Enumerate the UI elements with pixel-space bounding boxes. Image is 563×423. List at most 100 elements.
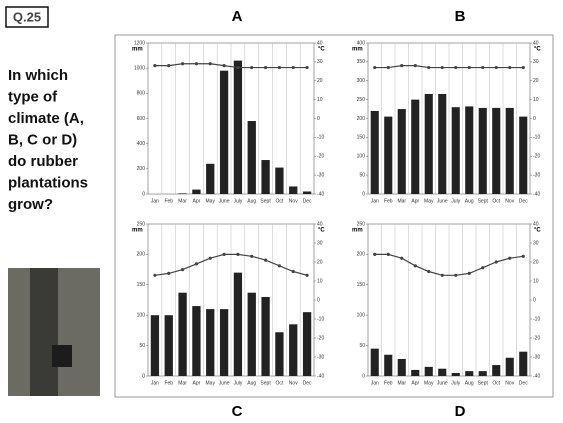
temperature-point bbox=[153, 64, 157, 68]
frame bbox=[114, 34, 554, 398]
x-tick-label: Aug bbox=[465, 198, 474, 204]
x-tick-label: June bbox=[437, 198, 448, 204]
chart-title: D bbox=[455, 403, 466, 420]
y-axis-label: mm bbox=[132, 228, 143, 234]
y-tick-label: 100 bbox=[357, 154, 366, 160]
question-line: In which bbox=[8, 67, 68, 84]
y2-tick-label: 20 bbox=[317, 259, 323, 265]
bar bbox=[451, 372, 460, 376]
bar bbox=[505, 107, 514, 194]
x-tick-label: May bbox=[424, 380, 434, 386]
x-tick-label: Jan bbox=[151, 380, 159, 386]
x-tick-label: Nov bbox=[505, 198, 514, 204]
temperature-point bbox=[454, 65, 458, 70]
temperature-point bbox=[222, 64, 226, 68]
y-axis-label: mm bbox=[132, 47, 143, 53]
bar bbox=[411, 369, 420, 376]
temperature-point bbox=[400, 64, 404, 68]
bar bbox=[411, 99, 420, 194]
bar bbox=[261, 160, 270, 194]
x-tick-label: Oct bbox=[276, 380, 284, 386]
temperature-point bbox=[167, 271, 171, 275]
x-tick-label: June bbox=[219, 198, 230, 204]
temperature-point bbox=[180, 268, 185, 272]
x-tick-label: Feb bbox=[164, 380, 173, 386]
temperature-point bbox=[494, 260, 498, 264]
x-tick-label: July bbox=[451, 198, 460, 204]
y-tick-label: 200 bbox=[137, 166, 146, 172]
photo-tree bbox=[30, 268, 58, 396]
y-tick-label: 0 bbox=[362, 191, 365, 197]
y2-tick-label: 40 bbox=[317, 40, 323, 46]
temperature-point bbox=[305, 65, 309, 70]
y-tick-label: 400 bbox=[137, 141, 146, 147]
x-tick-label: May bbox=[424, 198, 434, 204]
bar bbox=[150, 315, 160, 376]
x-tick-label: Aug bbox=[247, 380, 256, 386]
bar bbox=[465, 106, 474, 194]
bar bbox=[206, 163, 215, 194]
temperature-point bbox=[413, 64, 417, 68]
temperature-point bbox=[400, 256, 404, 260]
temperature-point bbox=[277, 65, 282, 70]
temperature-point bbox=[291, 65, 295, 70]
question-line: climate (A, bbox=[8, 110, 84, 127]
temperature-line bbox=[374, 65, 524, 69]
photo-cup bbox=[52, 345, 72, 367]
y-tick-label: 100 bbox=[357, 313, 366, 319]
temperature-point bbox=[427, 65, 431, 70]
bar bbox=[397, 358, 406, 376]
y-tick-label: 250 bbox=[357, 221, 366, 227]
y2-tick-label: -30 bbox=[317, 172, 324, 178]
x-tick-label: Apr bbox=[411, 198, 419, 204]
temperature-point bbox=[521, 254, 525, 258]
y-tick-label: 350 bbox=[357, 59, 366, 65]
bar bbox=[275, 332, 284, 376]
bar bbox=[206, 309, 215, 376]
bar bbox=[370, 348, 379, 376]
bar bbox=[438, 93, 447, 194]
y2-tick-label: 10 bbox=[317, 278, 323, 284]
temperature-point bbox=[194, 262, 199, 266]
y2-tick-label: 20 bbox=[533, 259, 539, 265]
x-tick-label: Sept bbox=[478, 198, 489, 204]
y2-tick-label: 30 bbox=[317, 240, 323, 246]
y2-tick-label: -20 bbox=[317, 154, 324, 160]
y2-tick-label: -40 bbox=[317, 191, 324, 197]
y-tick-label: 600 bbox=[137, 116, 146, 122]
temperature-point bbox=[454, 273, 458, 277]
y2-tick-label: -30 bbox=[317, 354, 324, 360]
y2-tick-label: -30 bbox=[533, 172, 540, 178]
y2-tick-label: 10 bbox=[533, 278, 539, 284]
temperature-point bbox=[427, 269, 431, 274]
bar bbox=[397, 109, 406, 194]
x-tick-label: Nov bbox=[289, 380, 298, 386]
temperature-point bbox=[386, 252, 390, 256]
x-tick-label: Apr bbox=[193, 380, 201, 386]
temperature-point bbox=[263, 65, 268, 70]
y2-tick-label: 0 bbox=[533, 297, 536, 303]
bar bbox=[478, 371, 487, 376]
x-tick-label: Apr bbox=[193, 198, 201, 204]
bar bbox=[275, 167, 284, 194]
bar bbox=[192, 189, 201, 194]
x-tick-label: June bbox=[437, 380, 448, 386]
x-tick-label: Dec bbox=[303, 380, 312, 386]
y2-axis-label: °C bbox=[534, 47, 541, 53]
y-tick-label: 0 bbox=[362, 373, 365, 379]
temperature-point bbox=[208, 256, 212, 260]
question-line: do rubber bbox=[8, 153, 78, 170]
temperature-point bbox=[250, 65, 254, 70]
y-axis-label: mm bbox=[352, 47, 363, 53]
bar bbox=[519, 116, 528, 194]
temperature-line bbox=[374, 253, 524, 276]
y2-tick-label: 30 bbox=[533, 59, 539, 65]
bar bbox=[289, 324, 298, 376]
y2-tick-label: -10 bbox=[317, 135, 324, 141]
bar bbox=[424, 93, 433, 194]
bar bbox=[233, 60, 243, 194]
y-tick-label: 150 bbox=[357, 282, 366, 288]
x-tick-label: Mar bbox=[178, 198, 187, 204]
temperature-point bbox=[386, 65, 390, 70]
